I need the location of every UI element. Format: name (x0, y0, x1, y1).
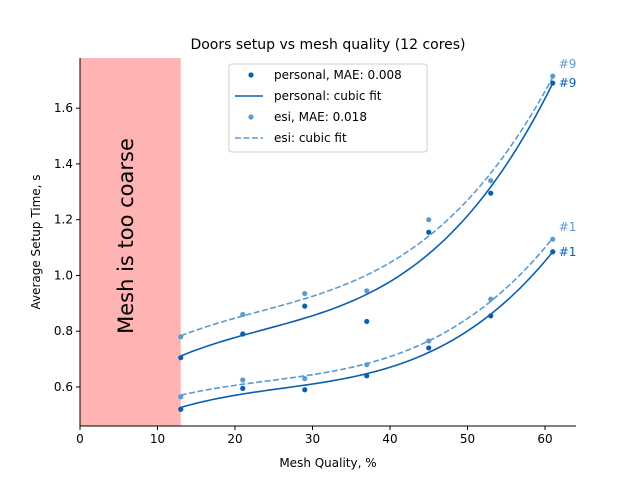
legend-label-esi-cubic-fit: esi: cubic fit (274, 131, 347, 145)
legend-label-personal-cubic-fit: personal: cubic fit (274, 89, 382, 103)
point-personal-1-21 (240, 385, 246, 391)
point-personal-1-29 (302, 387, 308, 393)
point-personal-9-21 (240, 331, 246, 337)
y-tick-label: 1.6 (54, 101, 73, 115)
legend-box (228, 63, 428, 153)
point-personal-1-13 (178, 406, 184, 412)
point-esi-1-13 (178, 394, 184, 400)
point-esi-1-37 (364, 362, 370, 368)
point-personal-1-61 (550, 249, 556, 255)
legend-marker-personal-mae-0-008 (248, 72, 254, 78)
chart-title: Doors setup vs mesh quality (12 cores) (190, 37, 465, 53)
end-label-personal-9: #9 (559, 76, 577, 90)
point-esi-9-61 (550, 73, 556, 79)
x-tick-label: 20 (227, 432, 242, 446)
legend-marker-esi-mae-0-018 (248, 114, 254, 120)
point-personal-9-29 (302, 303, 308, 309)
point-personal-9-61 (550, 80, 556, 86)
y-tick-label: 1.2 (54, 213, 73, 227)
x-tick-label: 50 (460, 432, 475, 446)
x-tick-label: 30 (305, 432, 320, 446)
x-tick-label: 10 (150, 432, 165, 446)
point-esi-9-29 (302, 290, 308, 297)
point-personal-9-53 (488, 190, 494, 196)
point-esi-1-53 (488, 296, 494, 302)
point-esi-9-21 (240, 311, 246, 318)
point-esi-1-61 (550, 236, 556, 242)
y-tick-label: 1.0 (54, 268, 73, 282)
y-tick-label: 0.6 (54, 380, 73, 394)
y-axis-label: Average Setup Time, s (29, 174, 43, 309)
point-esi-9-45 (426, 217, 432, 223)
point-esi-1-45 (426, 338, 432, 344)
fit-line-esi-1 (180, 237, 554, 396)
y-tick-label: 0.8 (54, 324, 73, 338)
legend: personal, MAE: 0.008 personal: cubic fit e… (228, 63, 428, 153)
x-tick-label: 40 (382, 432, 397, 446)
end-label-personal-1: #1 (559, 245, 577, 259)
point-personal-9-13 (178, 355, 184, 361)
point-esi-9-53 (488, 178, 494, 184)
point-personal-1-45 (426, 345, 432, 351)
x-tick-label: 60 (537, 432, 552, 446)
point-esi-1-21 (240, 377, 246, 383)
point-esi-9-13 (178, 334, 184, 340)
point-personal-1-37 (364, 373, 370, 379)
point-personal-1-53 (488, 313, 494, 319)
x-axis-label: Mesh Quality, % (279, 456, 376, 470)
point-esi-1-29 (302, 376, 308, 382)
point-esi-9-37 (364, 288, 370, 294)
y-tick-label: 1.4 (54, 157, 73, 171)
point-personal-9-37 (364, 318, 370, 325)
legend-label-personal-mae-0-008: personal, MAE: 0.008 (274, 68, 402, 82)
end-label-esi-1: #1 (559, 220, 577, 234)
legend-label-esi-mae-0-018: esi, MAE: 0.018 (274, 110, 367, 124)
shaded-region (80, 58, 181, 426)
shaded-region-label: Mesh is too coarse (114, 138, 138, 334)
end-label-esi-9: #9 (559, 57, 577, 71)
point-personal-9-45 (426, 229, 432, 235)
x-tick-label: 0 (76, 432, 84, 446)
